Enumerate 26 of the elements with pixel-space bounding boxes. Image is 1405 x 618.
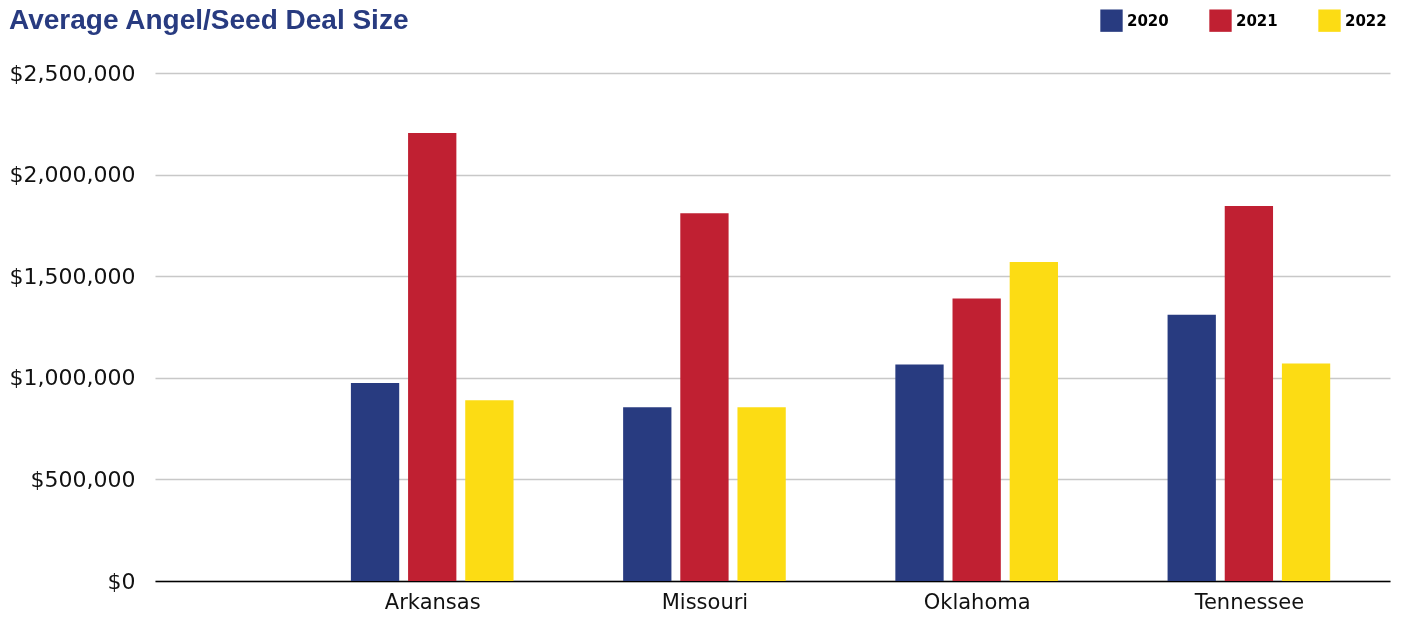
x-tick-label: Missouri [661,589,749,614]
x-tick-label: Oklahoma [923,589,1031,614]
y-tick-label: $2,000,000 [9,162,136,188]
chart-title: Average Angel/Seed Deal Size [9,4,409,35]
bar [350,382,400,581]
y-tick-label: $1,500,000 [9,263,136,289]
y-tick-label: $500,000 [30,466,136,492]
legend-label: 2020 [1127,11,1169,30]
bar [408,132,457,581]
bar [1009,261,1058,581]
bar [1281,363,1331,581]
bar [465,400,514,581]
bar [680,213,729,581]
y-tick-label: $0 [107,568,136,594]
bar [1167,314,1216,581]
bar [737,407,786,581]
bar [952,298,1001,581]
legend-label: 2022 [1345,11,1387,30]
bar [1224,206,1274,581]
legend-label: 2021 [1236,11,1278,30]
bar [895,364,944,581]
x-tick-label: Tennessee [1193,589,1305,614]
bar [623,407,672,581]
y-tick-label: $2,500,000 [9,60,136,86]
y-tick-label: $1,000,000 [9,365,136,391]
x-tick-label: Arkansas [384,589,481,614]
